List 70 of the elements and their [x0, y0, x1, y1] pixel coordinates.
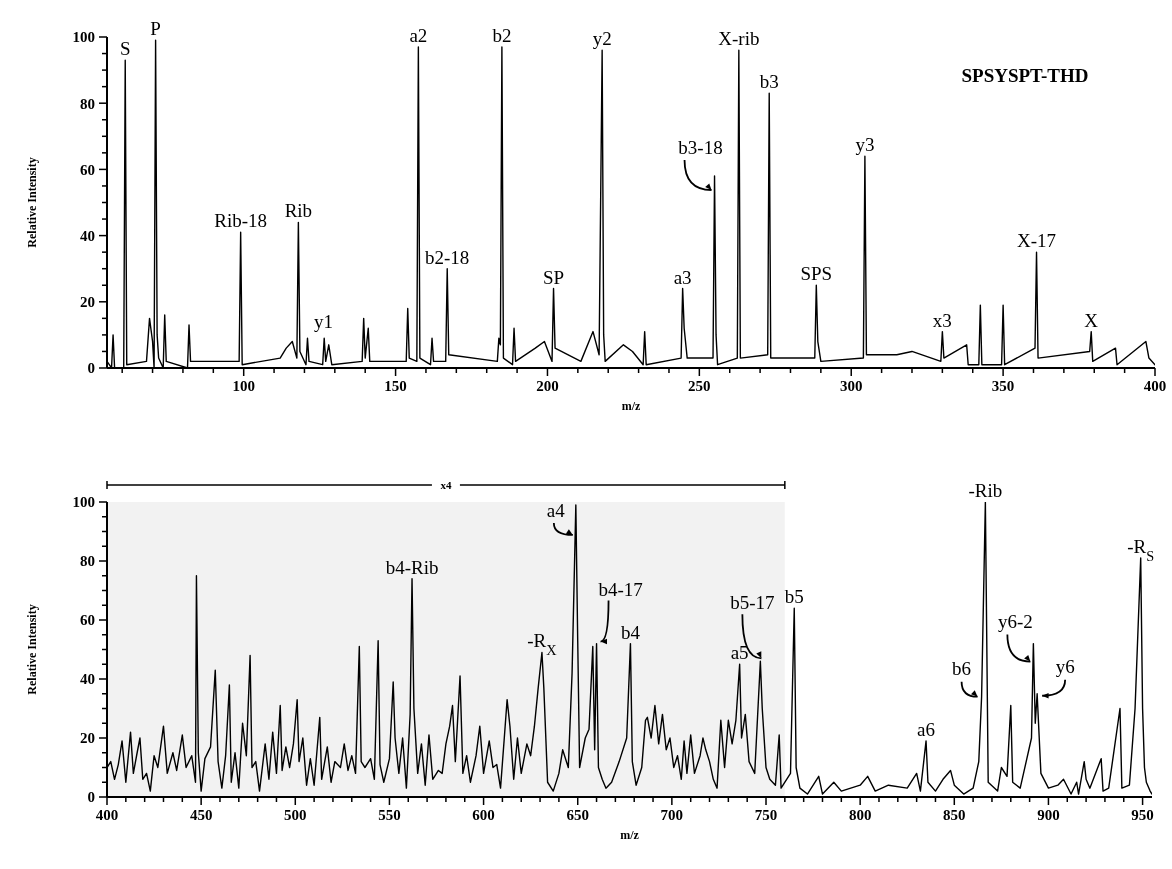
annotation: SPSYSPT-THD	[961, 65, 1089, 86]
annotation: y2	[592, 28, 612, 50]
y-tick-label: 0	[87, 360, 95, 377]
annotation: SP	[542, 266, 565, 288]
x-tick-label: 400	[1143, 377, 1167, 394]
x-tick-label: 950	[1131, 806, 1154, 823]
x-tick-label: 850	[943, 806, 966, 823]
annotation: y6	[1055, 655, 1075, 677]
annotation: y1	[313, 311, 333, 333]
annotation: X	[1084, 309, 1099, 331]
x-tick-label: 750	[754, 806, 778, 823]
x-tick-label: 900	[1037, 806, 1060, 823]
annotation: a3	[673, 266, 692, 288]
annotation: X-rib	[718, 28, 760, 50]
band-label: x4	[440, 479, 452, 491]
y-tick-label: 80	[80, 95, 95, 112]
x-tick-label: 100	[232, 377, 255, 394]
annotation: x3	[932, 309, 952, 331]
annotation: P	[150, 18, 161, 40]
annotation: S	[119, 38, 131, 60]
annotation: b4-17	[598, 578, 643, 600]
annotation: -Rib	[968, 480, 1003, 501]
y-tick-label: 100	[72, 494, 95, 511]
annotation: a2	[409, 24, 428, 46]
y-tick-label: 20	[80, 730, 95, 747]
annotation: y3	[855, 134, 875, 156]
annotation: a5	[730, 642, 749, 664]
annotation: b4-Rib	[385, 556, 439, 578]
annotation: a4	[546, 499, 566, 521]
annotation: -R$_{X}$	[527, 630, 558, 659]
x-axis-title: m/z	[621, 399, 641, 413]
annotation: b3	[759, 71, 779, 93]
y-tick-label: 40	[80, 671, 95, 688]
annotation: y6-2	[997, 610, 1033, 632]
annotation: b5-17	[730, 592, 775, 614]
annotation: SPS	[800, 263, 833, 285]
y-tick-label: 40	[80, 227, 95, 244]
y-axis-title: Relative Intensity	[25, 157, 39, 248]
x-tick-label: 700	[660, 806, 684, 823]
annotation: Rib	[284, 200, 313, 222]
x-tick-label: 200	[536, 377, 559, 394]
annotation: -R$_{S}$	[1127, 536, 1155, 565]
x-tick-label: 400	[95, 806, 119, 823]
x-tick-label: 450	[189, 806, 213, 823]
x-tick-label: 800	[848, 806, 872, 823]
y-tick-label: 80	[80, 553, 95, 570]
x-axis-title: m/z	[620, 828, 640, 842]
annotation: b5	[784, 586, 804, 608]
y-tick-label: 60	[80, 161, 95, 178]
annotation: b3-18	[678, 137, 723, 159]
y-tick-label: 0	[87, 789, 95, 806]
y-tick-label: 100	[72, 29, 95, 46]
y-axis-title: Relative Intensity	[25, 604, 39, 695]
x-tick-label: 250	[688, 377, 711, 394]
x-tick-label: 500	[284, 806, 307, 823]
x-tick-label: 600	[472, 806, 495, 823]
annotation: b6	[952, 657, 972, 679]
annotation: a6	[917, 718, 936, 740]
y-tick-label: 60	[80, 612, 95, 629]
x-tick-label: 300	[839, 377, 863, 394]
annotation: Rib-18	[214, 210, 268, 232]
x-tick-label: 650	[566, 806, 589, 823]
x-tick-label: 350	[991, 377, 1015, 394]
annotation: b2-18	[425, 246, 470, 268]
annotation: b4	[620, 621, 641, 643]
x-tick-label: 150	[384, 377, 407, 394]
y-tick-label: 20	[80, 294, 95, 311]
annotation: X-17	[1017, 230, 1057, 252]
x-tick-label: 550	[378, 806, 401, 823]
annotation: b2	[492, 24, 512, 46]
